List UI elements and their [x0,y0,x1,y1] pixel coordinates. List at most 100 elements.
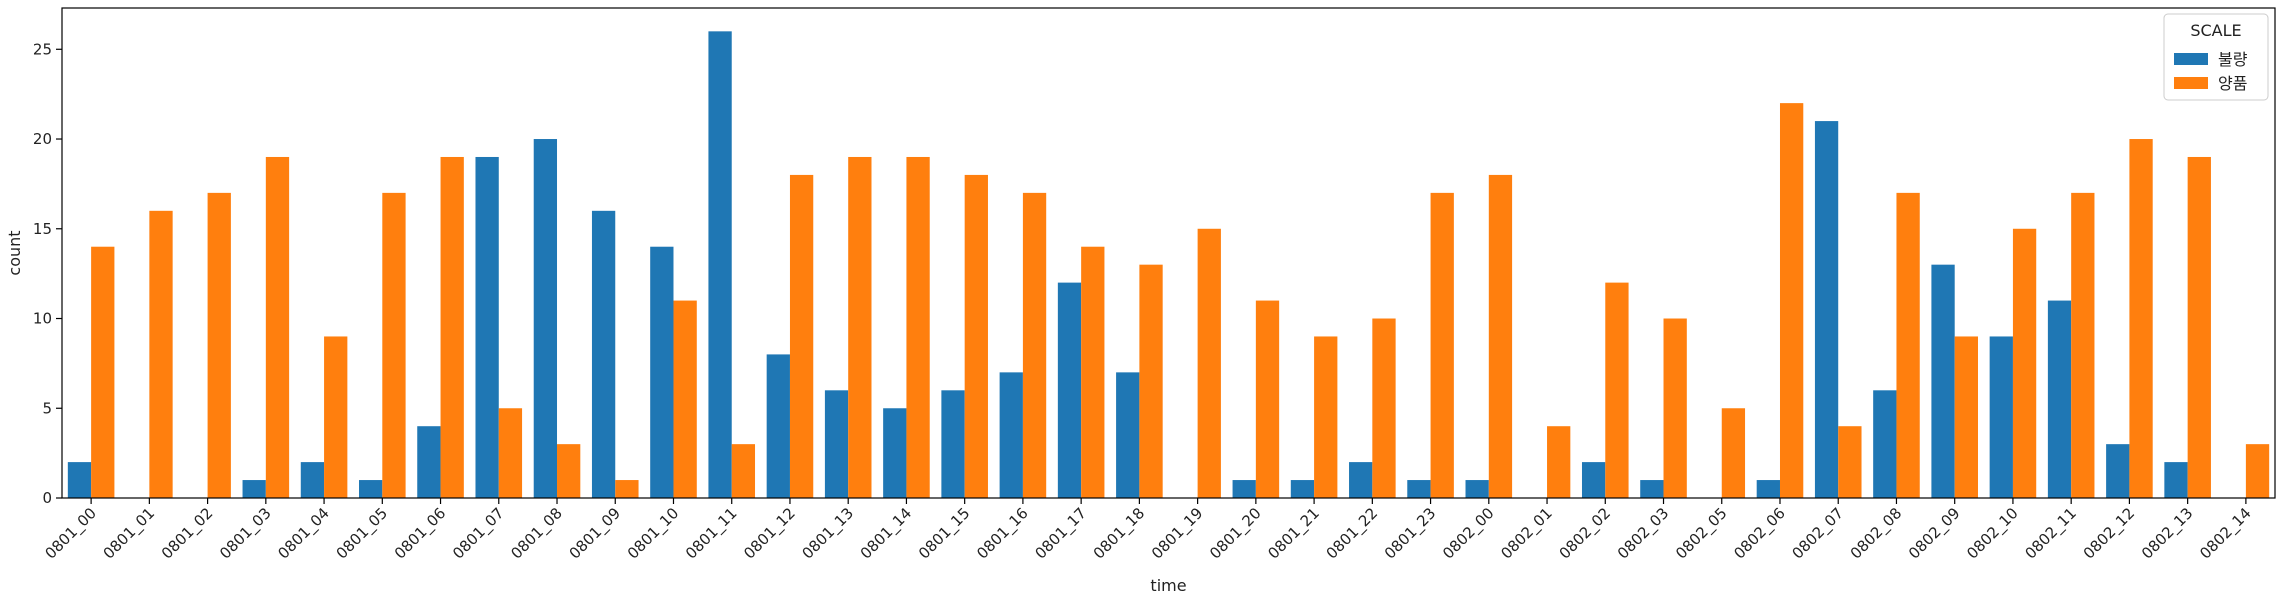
bar-defect-0801_08 [533,139,558,498]
bar-defect-0801_09 [591,210,616,499]
bar-defect-0801_20 [1232,480,1256,498]
bar-good-0802_13 [2187,156,2211,498]
y-tick-label: 15 [33,220,52,238]
bar-defect-0801_18 [1116,372,1140,498]
x-tick-label: 0801_19 [1148,504,1207,563]
x-tick-label: 0801_08 [507,504,566,563]
bar-good-0801_19 [1197,228,1221,498]
legend-label-defect: 불량 [2218,50,2248,69]
x-tick-label: 0802_00 [1439,504,1498,563]
bar-defect-0801_12 [766,354,790,498]
legend: SCALE 불량 양품 [2163,13,2269,101]
bar-good-0802_14 [2245,444,2270,498]
bar-good-0801_06 [440,156,464,498]
bar-good-0801_07 [498,408,523,498]
x-tick-label: 0802_11 [2021,504,2080,563]
bar-defect-0801_13 [824,390,849,498]
bar-defect-0801_05 [359,480,383,498]
bar-good-0802_01 [1547,426,1571,498]
legend-title: SCALE [2190,21,2241,40]
bar-good-0801_23 [1430,192,1454,498]
y-axis: 0 5 10 15 20 25 [33,40,62,507]
x-tick-label: 0801_10 [624,504,683,563]
bar-defect-0802_13 [2164,462,2188,498]
bar-good-0802_12 [2129,139,2153,498]
x-tick-label: 0801_14 [857,504,916,563]
y-tick-label: 0 [42,489,52,507]
bar-defect-0802_08 [1873,390,1897,498]
bar-defect-0802_10 [1989,336,2013,498]
x-tick-label: 0802_05 [1672,504,1731,563]
x-tick-label: 0802_08 [1847,504,1906,563]
x-tick-label: 0801_21 [1264,504,1323,563]
bar-defect-0802_09 [1931,264,1955,498]
bar-good-0801_10 [673,300,697,498]
bar-good-0801_11 [731,444,756,498]
bar-good-0801_01 [149,210,173,499]
bar-good-0801_08 [557,444,581,498]
bar-good-0801_12 [789,174,814,498]
bar-defect-0802_02 [1581,462,1606,498]
bar-good-0801_16 [1022,192,1047,498]
bar-defect-0802_12 [2106,444,2130,498]
x-tick-label: 0802_10 [1963,504,2022,563]
bar-defect-0802_03 [1640,480,1664,498]
x-tick-label: 0801_07 [449,504,508,563]
x-tick-label: 0802_07 [1789,504,1848,563]
x-tick-label: 0802_09 [1905,504,1964,563]
bar-good-0801_03 [265,156,290,498]
bar-good-0802_02 [1605,282,1629,498]
y-axis-label: count [5,230,24,275]
bar-defect-0801_17 [1057,282,1082,498]
bar-defect-0801_23 [1407,480,1431,498]
x-tick-label: 0801_06 [391,504,450,563]
bar-good-0801_18 [1139,264,1163,498]
bars-layer [67,31,2270,499]
bar-defect-0801_04 [300,462,325,498]
bar-good-0802_09 [1954,336,1978,498]
bar-good-0801_09 [615,480,639,498]
x-tick-label: 0801_17 [1031,504,1090,563]
x-tick-label: 0801_02 [158,504,217,563]
x-tick-label: 0802_03 [1614,504,1673,563]
x-tick-label: 0801_11 [682,504,741,563]
x-tick-label: 0801_16 [973,504,1032,563]
bar-good-0802_03 [1663,318,1687,498]
bar-defect-0801_03 [242,480,266,498]
x-tick-label: 0801_20 [1206,504,1265,563]
bar-defect-0801_16 [999,372,1023,498]
x-tick-label: 0801_00 [41,504,100,563]
bar-good-0801_14 [906,156,930,498]
y-tick-label: 5 [42,399,52,417]
x-tick-label: 0801_09 [566,504,625,563]
bar-defect-0801_00 [67,462,92,498]
y-tick-label: 10 [33,310,52,328]
bar-good-0801_02 [207,192,231,498]
bar-good-0802_07 [1838,426,1862,498]
legend-swatch-defect [2174,53,2208,65]
x-tick-label: 0802_12 [2080,504,2139,563]
x-tick-label: 0802_14 [2196,504,2255,563]
x-tick-label: 0802_01 [1497,504,1556,563]
bar-good-0802_05 [1721,408,1746,498]
bar-good-0802_06 [1779,103,1804,498]
bar-good-0802_08 [1896,192,1920,498]
x-tick-label: 0802_13 [2138,504,2197,563]
x-tick-label: 0802_06 [1730,504,1789,563]
bar-defect-0801_15 [941,390,965,498]
bar-defect-0801_07 [475,156,499,498]
y-tick-label: 25 [33,40,52,58]
x-tick-label: 0801_12 [740,504,799,563]
x-tick-label: 0801_15 [915,504,974,563]
x-tick-label: 0801_23 [1381,504,1440,563]
bar-good-0801_13 [848,156,872,498]
bar-good-0801_05 [382,192,406,498]
y-tick-label: 20 [33,130,52,148]
bar-defect-0801_10 [650,246,674,498]
x-axis-label: time [1150,576,1186,595]
bar-good-0801_20 [1255,300,1280,498]
x-axis: 0801_00 0801_01 0801_02 0801_03 0801_04 0801_… [41,498,2255,563]
x-tick-label: 0801_18 [1090,504,1149,563]
x-tick-label: 0801_22 [1323,504,1382,563]
x-tick-label: 0801_04 [274,504,333,563]
